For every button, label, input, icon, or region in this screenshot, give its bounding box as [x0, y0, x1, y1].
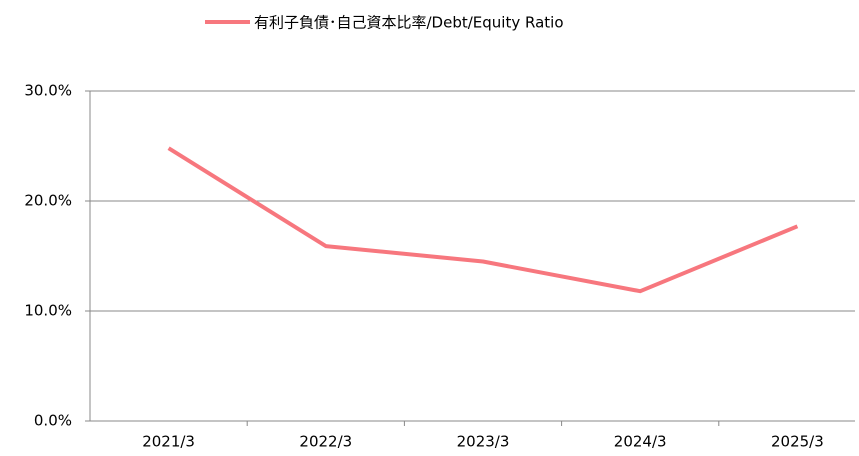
line [167, 146, 799, 294]
y-tick-label: 0.0% [34, 412, 72, 430]
y-tick-label: 30.0% [24, 82, 72, 100]
x-tick-label: 2025/3 [771, 433, 824, 451]
x-tick-label: 2023/3 [457, 433, 510, 451]
x-tick-label: 2024/3 [614, 433, 667, 451]
x-tick-label: 2021/3 [142, 433, 195, 451]
y-tick-label: 10.0% [24, 302, 72, 320]
y-tick-label: 20.0% [24, 192, 72, 210]
legend-label: 有利子負債･自己資本比率/Debt/Equity Ratio [254, 14, 564, 32]
x-tick-label: 2022/3 [299, 433, 352, 451]
